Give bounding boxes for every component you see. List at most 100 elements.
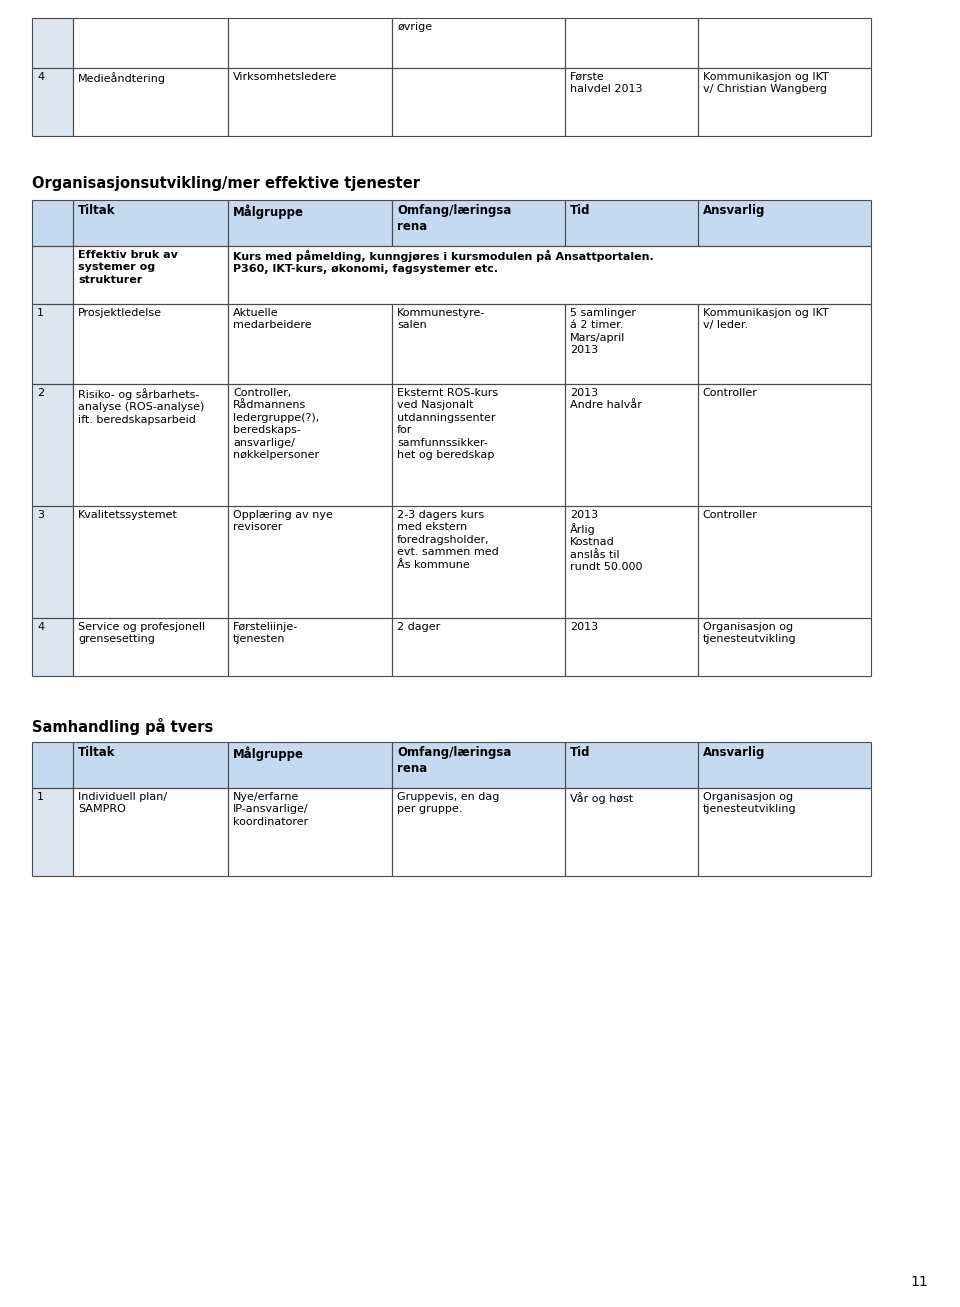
Text: Effektiv bruk av
systemer og
strukturer: Effektiv bruk av systemer og strukturer xyxy=(78,250,179,285)
Text: Medieåndtering: Medieåndtering xyxy=(78,72,166,84)
Bar xyxy=(32,742,73,788)
Bar xyxy=(698,18,871,68)
Text: Organisasjon og
tjenesteutvikling: Organisasjon og tjenesteutvikling xyxy=(703,792,797,814)
Text: 2 dager: 2 dager xyxy=(397,622,441,633)
Bar xyxy=(73,506,228,618)
Bar xyxy=(565,18,698,68)
Bar xyxy=(73,742,228,788)
Text: Omfang/læringsa
rena: Omfang/læringsa rena xyxy=(397,746,512,775)
Text: Første
halvdel 2013: Første halvdel 2013 xyxy=(570,72,642,94)
Bar xyxy=(698,305,871,384)
Bar xyxy=(32,246,73,305)
Bar xyxy=(393,68,565,136)
Text: Kommunikasjon og IKT
v/ Christian Wangberg: Kommunikasjon og IKT v/ Christian Wangbe… xyxy=(703,72,828,94)
Text: Organisasjon og
tjenesteutvikling: Organisasjon og tjenesteutvikling xyxy=(703,622,797,644)
Bar xyxy=(73,68,228,136)
Bar xyxy=(73,305,228,384)
Bar xyxy=(565,305,698,384)
Text: 1: 1 xyxy=(37,792,44,802)
Bar xyxy=(698,618,871,676)
Bar xyxy=(32,506,73,618)
Text: 4: 4 xyxy=(37,622,44,633)
Text: Eksternt ROS-kurs
ved Nasjonalt
utdanningssenter
for
samfunnssikker-
het og bere: Eksternt ROS-kurs ved Nasjonalt utdannin… xyxy=(397,388,498,460)
Text: Aktuelle
medarbeidere: Aktuelle medarbeidere xyxy=(233,308,312,331)
Text: Organisasjonsutvikling/mer effektive tjenester: Organisasjonsutvikling/mer effektive tje… xyxy=(32,176,420,191)
Bar xyxy=(393,742,565,788)
Bar xyxy=(228,788,393,876)
Bar xyxy=(228,618,393,676)
Text: Ansvarlig: Ansvarlig xyxy=(703,204,765,217)
Bar xyxy=(698,506,871,618)
Text: Tiltak: Tiltak xyxy=(78,204,116,217)
Bar xyxy=(565,506,698,618)
Bar xyxy=(32,68,73,136)
Bar xyxy=(393,18,565,68)
Bar xyxy=(698,200,871,246)
Text: Risiko- og sårbarhets-
analyse (ROS-analyse)
ift. beredskapsarbeid: Risiko- og sårbarhets- analyse (ROS-anal… xyxy=(78,388,204,425)
Bar xyxy=(73,384,228,506)
Bar xyxy=(228,305,393,384)
Bar xyxy=(73,18,228,68)
Text: Ansvarlig: Ansvarlig xyxy=(703,746,765,759)
Text: Virksomhetsledere: Virksomhetsledere xyxy=(233,72,338,82)
Text: 4: 4 xyxy=(37,72,44,82)
Bar xyxy=(228,200,393,246)
Text: øvrige: øvrige xyxy=(397,22,432,31)
Bar xyxy=(393,384,565,506)
Bar xyxy=(565,68,698,136)
Text: Service og profesjonell
grensesetting: Service og profesjonell grensesetting xyxy=(78,622,205,644)
Bar xyxy=(393,788,565,876)
Text: Nye/erfarne
IP-ansvarlige/
koordinatorer: Nye/erfarne IP-ansvarlige/ koordinatorer xyxy=(233,792,309,827)
Bar xyxy=(32,200,73,246)
Bar xyxy=(32,618,73,676)
Bar xyxy=(565,742,698,788)
Bar xyxy=(698,788,871,876)
Text: Controller,
Rådmannens
ledergruppe(?),
beredskaps-
ansvarlige/
nøkkelpersoner: Controller, Rådmannens ledergruppe(?), b… xyxy=(233,388,320,460)
Text: Controller: Controller xyxy=(703,388,757,399)
Text: Prosjektledelse: Prosjektledelse xyxy=(78,308,162,318)
Text: Tid: Tid xyxy=(570,204,590,217)
Text: 2-3 dagers kurs
med ekstern
foredragsholder,
evt. sammen med
Ås kommune: 2-3 dagers kurs med ekstern foredragshol… xyxy=(397,510,499,570)
Text: Kommunikasjon og IKT
v/ leder.: Kommunikasjon og IKT v/ leder. xyxy=(703,308,828,331)
Bar xyxy=(73,200,228,246)
Text: Vår og høst: Vår og høst xyxy=(570,792,634,804)
Text: Tid: Tid xyxy=(570,746,590,759)
Bar xyxy=(228,246,871,305)
Bar xyxy=(393,618,565,676)
Text: 2: 2 xyxy=(37,388,44,399)
Text: 2013: 2013 xyxy=(570,622,598,633)
Bar xyxy=(32,305,73,384)
Text: Målgruppe: Målgruppe xyxy=(233,746,304,761)
Text: Tiltak: Tiltak xyxy=(78,746,116,759)
Bar xyxy=(228,384,393,506)
Text: 3: 3 xyxy=(37,510,44,520)
Bar xyxy=(565,200,698,246)
Bar xyxy=(73,246,228,305)
Bar xyxy=(698,68,871,136)
Text: 2013
Årlig
Kostnad
anslås til
rundt 50.000: 2013 Årlig Kostnad anslås til rundt 50.0… xyxy=(570,510,642,572)
Bar xyxy=(73,788,228,876)
Bar xyxy=(228,506,393,618)
Bar xyxy=(698,384,871,506)
Text: 11: 11 xyxy=(910,1276,928,1289)
Text: Målgruppe: Målgruppe xyxy=(233,204,304,218)
Text: 1: 1 xyxy=(37,308,44,318)
Bar xyxy=(228,742,393,788)
Bar xyxy=(565,618,698,676)
Text: Controller: Controller xyxy=(703,510,757,520)
Bar xyxy=(32,788,73,876)
Bar xyxy=(393,305,565,384)
Text: Kvalitetssystemet: Kvalitetssystemet xyxy=(78,510,179,520)
Text: 2013
Andre halvår: 2013 Andre halvår xyxy=(570,388,642,410)
Bar xyxy=(565,384,698,506)
Text: Opplæring av nye
revisorer: Opplæring av nye revisorer xyxy=(233,510,333,532)
Bar xyxy=(32,384,73,506)
Bar xyxy=(565,788,698,876)
Bar xyxy=(698,742,871,788)
Text: Kurs med påmelding, kunngjøres i kursmodulen på Ansattportalen.
P360, IKT-kurs, : Kurs med påmelding, kunngjøres i kursmod… xyxy=(233,250,654,274)
Text: Gruppevis, en dag
per gruppe.: Gruppevis, en dag per gruppe. xyxy=(397,792,499,814)
Bar xyxy=(228,68,393,136)
Text: Individuell plan/
SAMPRO: Individuell plan/ SAMPRO xyxy=(78,792,167,814)
Text: 5 samlinger
á 2 timer.
Mars/april
2013: 5 samlinger á 2 timer. Mars/april 2013 xyxy=(570,308,636,356)
Bar xyxy=(73,618,228,676)
